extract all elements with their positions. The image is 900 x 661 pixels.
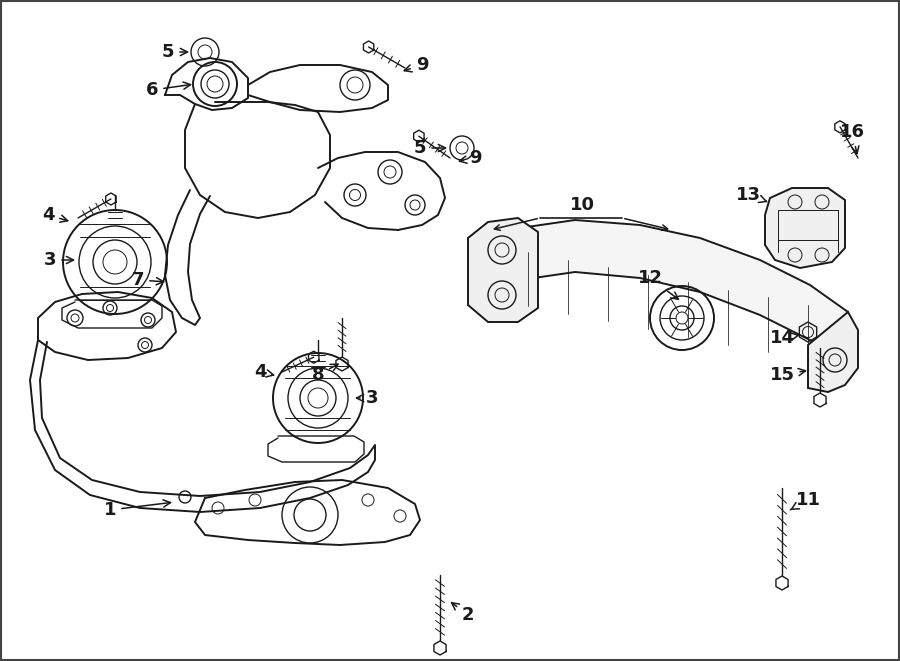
- Polygon shape: [468, 218, 538, 322]
- Text: 9: 9: [404, 56, 428, 74]
- Text: 8: 8: [311, 364, 338, 384]
- Text: 3: 3: [44, 251, 74, 269]
- Text: 11: 11: [790, 491, 821, 510]
- Text: 12: 12: [637, 269, 679, 299]
- Text: 1: 1: [104, 500, 170, 519]
- Text: 5: 5: [414, 139, 446, 157]
- Text: 14: 14: [770, 329, 798, 347]
- Text: 2: 2: [452, 603, 474, 624]
- Text: 9: 9: [459, 149, 482, 167]
- Text: 3: 3: [356, 389, 378, 407]
- Text: 15: 15: [770, 366, 806, 384]
- Text: 16: 16: [840, 123, 865, 153]
- Text: 4: 4: [254, 363, 274, 381]
- Text: 10: 10: [570, 196, 595, 214]
- Text: 4: 4: [41, 206, 68, 224]
- Text: 13: 13: [735, 186, 767, 204]
- Text: 7: 7: [131, 271, 164, 289]
- Polygon shape: [808, 312, 858, 392]
- Polygon shape: [488, 220, 848, 368]
- Text: 5: 5: [162, 43, 187, 61]
- Polygon shape: [765, 188, 845, 268]
- Text: 6: 6: [146, 81, 191, 99]
